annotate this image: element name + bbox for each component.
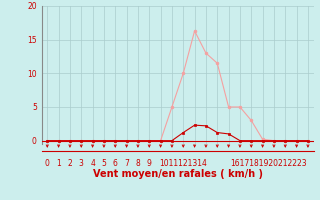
Text: 9: 9 bbox=[147, 159, 152, 168]
Text: 7: 7 bbox=[124, 159, 129, 168]
Text: 4: 4 bbox=[90, 159, 95, 168]
Text: Vent moyen/en rafales ( km/h ): Vent moyen/en rafales ( km/h ) bbox=[92, 169, 263, 179]
Text: 5: 5 bbox=[101, 159, 106, 168]
Text: 6: 6 bbox=[113, 159, 118, 168]
Text: 1617181920212223: 1617181920212223 bbox=[230, 159, 307, 168]
Text: 1011121314: 1011121314 bbox=[159, 159, 207, 168]
Text: 3: 3 bbox=[79, 159, 84, 168]
Text: 0: 0 bbox=[45, 159, 50, 168]
Text: 8: 8 bbox=[136, 159, 140, 168]
Text: 1: 1 bbox=[56, 159, 61, 168]
Text: 2: 2 bbox=[68, 159, 72, 168]
